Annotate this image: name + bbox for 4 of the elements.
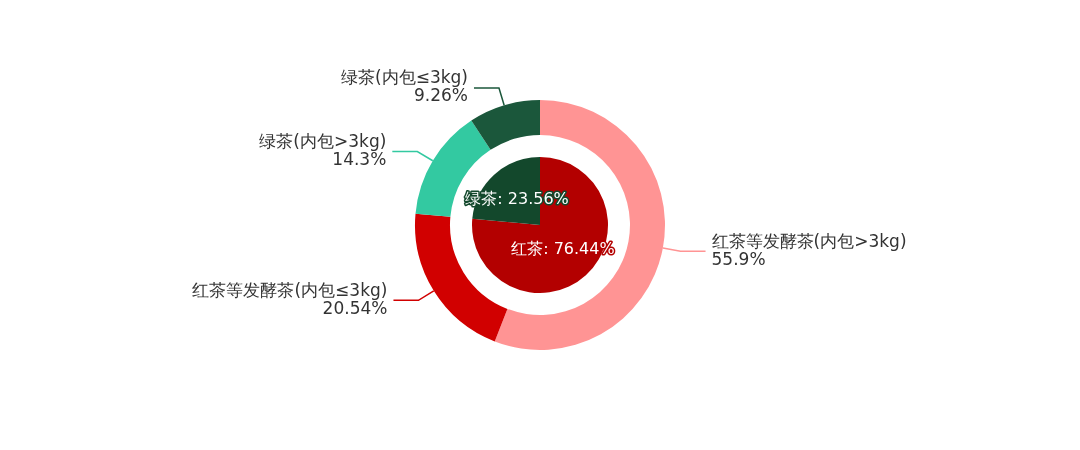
slice-label: 红茶等发酵茶(内包≤3kg) [192,279,388,300]
slice-label: 绿茶(内包>3kg) [259,130,387,151]
slice-label: 红茶等发酵茶(内包>3kg) [711,230,907,251]
slice-label: 绿茶(内包≤3kg) [341,67,468,88]
